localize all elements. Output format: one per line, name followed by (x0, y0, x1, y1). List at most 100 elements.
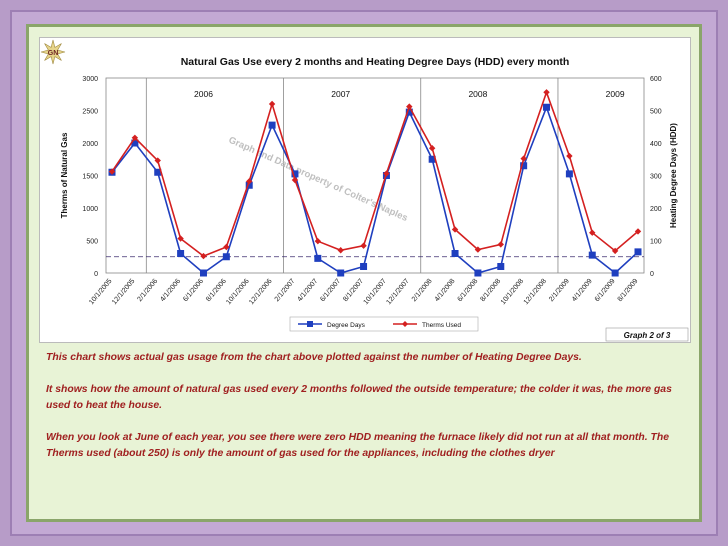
data-point-therms-used (177, 235, 184, 242)
x-tick-label: 12/1/2006 (248, 278, 273, 306)
data-point-therms-used (200, 252, 207, 260)
data-point-degree-days (337, 269, 345, 277)
logo-star-icon (40, 39, 66, 65)
data-point-degree-days (451, 250, 459, 257)
y-tick-label: 2000 (82, 141, 98, 148)
data-point-degree-days (474, 269, 482, 277)
data-point-therms-used (246, 178, 253, 185)
data-point-therms-used (566, 152, 573, 160)
data-point-degree-days (245, 181, 253, 189)
series-line-degree-days (111, 104, 639, 275)
logo-text: GN (48, 50, 59, 57)
y-axis-label: Therms of Natural Gas (60, 132, 69, 218)
x-tick-label: 12/1/2005 (111, 278, 136, 306)
data-point-degree-days (131, 139, 139, 147)
data-point-degree-days (520, 162, 528, 170)
year-label: 2006 (194, 89, 213, 99)
x-tick-label: 6/1/2007 (319, 278, 342, 303)
data-point-degree-days (428, 155, 436, 163)
data-point-degree-days (291, 170, 299, 178)
data-point-degree-days (314, 254, 322, 262)
y-tick-label: 2500 (82, 109, 98, 116)
chart-panel: GN Natural Gas Use every 2 months and Hea… (39, 37, 691, 343)
legend-box (289, 316, 479, 332)
data-point-therms-used (131, 134, 139, 141)
x-tick-label: 4/1/2009 (571, 278, 594, 303)
y-tick-label: 3000 (82, 76, 98, 83)
data-point-therms-used (634, 228, 642, 235)
data-point-therms-used (337, 247, 344, 254)
y-tick-label: 1000 (82, 206, 98, 213)
data-point-therms-used (268, 100, 276, 108)
note-paragraph-3: When you look at June of each year, you … (46, 432, 669, 459)
data-point-therms-used (383, 170, 390, 177)
chart-notes: This chart shows actual gas usage from t… (46, 350, 686, 478)
data-point-degree-days (543, 103, 551, 111)
y2-tick-label: 400 (650, 141, 662, 148)
y-tick-label: 0 (94, 271, 98, 278)
data-point-therms-used (360, 242, 367, 249)
x-tick-label: 8/1/2009 (617, 278, 640, 303)
x-tick-label: 12/1/2008 (523, 278, 548, 306)
data-point-therms-used (406, 103, 413, 110)
data-point-therms-used (154, 157, 161, 164)
data-point-therms-used (497, 241, 504, 248)
gas-hdd-chart: GN Natural Gas Use every 2 months and Hea… (40, 39, 689, 342)
y2-tick-label: 0 (650, 271, 654, 278)
data-point-degree-days (611, 269, 619, 277)
data-point-therms-used (611, 247, 619, 255)
legend-marker-degree-days (307, 321, 313, 327)
y2-tick-label: 300 (650, 174, 662, 181)
data-point-therms-used (314, 237, 322, 245)
x-tick-label: 2/1/2008 (411, 278, 434, 303)
data-point-degree-days (222, 253, 230, 261)
note-paragraph-1: This chart shows actual gas usage from t… (46, 352, 582, 363)
data-point-degree-days (405, 108, 413, 116)
y2-axis-label: Heating Degree Days (HDD) (669, 123, 678, 228)
data-point-degree-days (634, 248, 642, 256)
data-point-degree-days (588, 251, 596, 259)
year-label: 2009 (606, 89, 625, 99)
x-tick-label: 2/1/2009 (548, 278, 571, 303)
x-tick-label: 8/1/2008 (479, 278, 502, 303)
x-tick-label: 2/1/2006 (136, 278, 159, 303)
x-tick-label: 4/1/2007 (296, 278, 319, 303)
data-point-degree-days (268, 121, 276, 129)
data-point-therms-used (474, 246, 482, 253)
legend-label: Degree Days (327, 322, 366, 329)
y2-tick-label: 500 (650, 109, 662, 116)
data-point-therms-used (543, 89, 550, 96)
legend-label: Therms Used (422, 322, 461, 329)
data-point-therms-used (589, 229, 596, 236)
year-label: 2007 (331, 89, 350, 99)
data-point-degree-days (360, 263, 368, 270)
data-point-degree-days (199, 269, 207, 277)
data-point-therms-used (428, 145, 436, 152)
data-point-therms-used (291, 176, 299, 184)
data-point-therms-used (223, 243, 230, 251)
x-tick-label: 4/1/2006 (159, 278, 182, 303)
legend-marker-therms-used (402, 321, 408, 327)
x-tick-label: 6/1/2006 (182, 278, 205, 303)
y-tick-label: 1500 (82, 174, 98, 181)
chart-title: Natural Gas Use every 2 months and Heati… (181, 56, 570, 68)
graph-number-label: Graph 2 of 3 (624, 331, 671, 340)
watermark-text: Graph and Data property of Colter's Napl… (227, 135, 410, 224)
data-point-degree-days (177, 250, 185, 257)
y2-tick-label: 600 (650, 76, 662, 83)
data-point-therms-used (108, 168, 116, 175)
x-tick-label: 6/1/2008 (457, 278, 480, 303)
x-tick-label: 12/1/2007 (385, 278, 410, 306)
x-tick-label: 4/1/2008 (434, 278, 457, 303)
data-point-therms-used (451, 226, 459, 233)
y2-tick-label: 200 (650, 206, 662, 213)
data-point-degree-days (497, 263, 505, 270)
x-tick-label: 6/1/2009 (594, 278, 617, 303)
year-label: 2008 (468, 89, 487, 99)
y-tick-label: 500 (86, 239, 98, 246)
data-point-degree-days (565, 170, 573, 178)
plot-area (105, 77, 645, 274)
graph-number-box (605, 327, 689, 342)
series-line-therms-used (111, 89, 639, 258)
x-tick-label: 2/1/2007 (274, 278, 297, 303)
